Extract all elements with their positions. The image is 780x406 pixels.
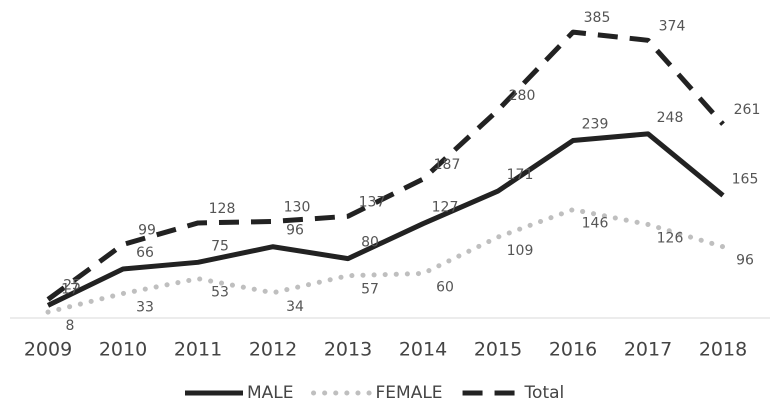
data-label: 34 <box>286 299 304 315</box>
data-label: 96 <box>286 223 304 239</box>
data-label: 137 <box>359 194 386 210</box>
x-tick-label: 2012 <box>249 339 297 361</box>
data-label: 146 <box>582 216 609 232</box>
data-label: 66 <box>136 245 154 261</box>
data-label: 57 <box>361 282 379 298</box>
data-label: 53 <box>211 285 229 301</box>
data-label: 8 <box>66 318 75 334</box>
data-label: 374 <box>659 18 686 34</box>
x-tick-label: 2011 <box>174 339 222 361</box>
data-label: 385 <box>584 10 611 26</box>
data-label: 280 <box>509 88 536 104</box>
series-line <box>46 131 725 308</box>
data-label: 126 <box>657 230 684 246</box>
data-label: 60 <box>436 279 454 295</box>
data-label: 261 <box>734 102 761 118</box>
data-label: 248 <box>657 110 684 126</box>
data-label: 130 <box>284 199 311 215</box>
legend-label: FEMALE <box>376 383 443 403</box>
x-tick-label: 2016 <box>549 339 597 361</box>
data-label: 80 <box>361 235 379 251</box>
x-tick-label: 2015 <box>474 339 522 361</box>
series-line <box>46 29 725 302</box>
x-tick-label: 2010 <box>99 339 147 361</box>
data-label: 187 <box>434 157 461 173</box>
data-label: 96 <box>736 253 754 269</box>
data-label: 75 <box>211 238 229 254</box>
data-label: 109 <box>507 243 534 259</box>
legend-label: Total <box>524 383 565 403</box>
data-label: 25 <box>63 277 81 293</box>
data-label: 128 <box>209 201 236 217</box>
x-tick-label: 2017 <box>624 339 672 361</box>
legend-label: MALE <box>247 383 294 403</box>
x-tick-label: 2014 <box>399 339 447 361</box>
x-tick-label: 2013 <box>324 339 372 361</box>
data-label: 33 <box>136 299 154 315</box>
data-label: 99 <box>138 222 156 238</box>
x-tick-label: 2018 <box>699 339 747 361</box>
data-label: 127 <box>432 200 459 216</box>
data-label: 171 <box>507 167 534 183</box>
data-label: 165 <box>732 171 759 187</box>
data-label: 239 <box>582 117 609 133</box>
data-label: 17 <box>61 281 79 297</box>
series-line <box>45 207 726 315</box>
x-tick-label: 2009 <box>24 339 72 361</box>
